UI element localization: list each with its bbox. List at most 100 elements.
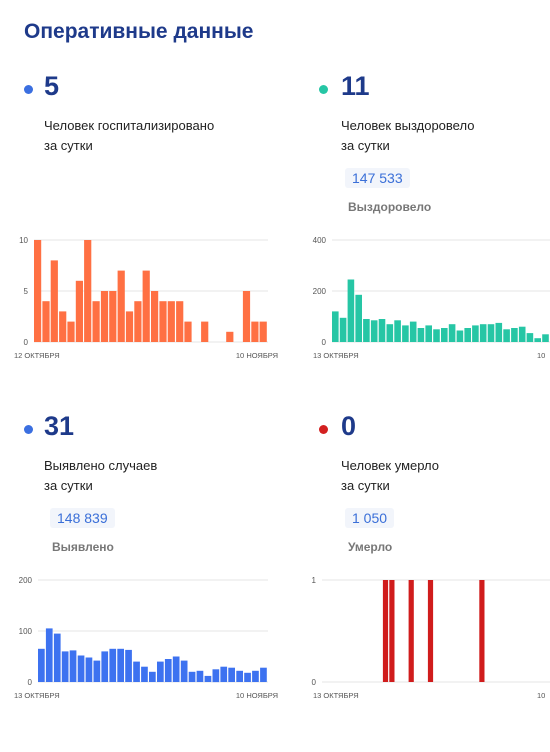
bar — [84, 240, 92, 342]
bar — [425, 325, 432, 342]
bar — [188, 671, 196, 682]
bar — [142, 270, 150, 342]
bar — [180, 660, 188, 682]
x-end-label: 10 — [537, 351, 545, 360]
bar — [259, 321, 267, 342]
hospitalized-dot-icon — [24, 85, 33, 94]
bar — [339, 317, 347, 342]
bar — [332, 311, 339, 342]
hospitalized-chart: 0 5 10 12 ОКТЯБРЯ 10 НОЯБРЯ — [14, 236, 278, 360]
recovered-caption: Человек выздоровело за сутки — [341, 116, 474, 156]
bar — [61, 651, 69, 682]
bar — [542, 334, 549, 342]
deaths-count: 0 — [341, 411, 357, 441]
bar — [134, 301, 142, 342]
bar — [125, 649, 132, 682]
bar — [59, 311, 67, 342]
bar — [226, 331, 234, 342]
caption-line-2: за сутки — [341, 138, 390, 153]
x-start-label: 13 ОКТЯБРЯ — [313, 691, 359, 700]
y-tick-label: 0 — [312, 678, 317, 687]
cases-total-label: Выявлено — [52, 540, 114, 554]
bar — [479, 324, 487, 342]
bar — [394, 320, 401, 342]
x-end-label: 10 — [537, 691, 545, 700]
y-tick-label: 0 — [322, 338, 327, 347]
y-tick-label: 0 — [24, 338, 29, 347]
bar — [201, 321, 209, 342]
bar — [67, 321, 75, 342]
x-end-label: 10 НОЯБРЯ — [236, 351, 278, 360]
bar — [176, 301, 184, 342]
bar — [526, 333, 534, 342]
bar — [159, 301, 167, 342]
bar — [212, 669, 220, 683]
y-tick-label: 100 — [19, 627, 33, 636]
caption-line-2: за сутки — [44, 138, 93, 153]
bar — [244, 672, 251, 682]
caption-line-2: за сутки — [44, 478, 93, 493]
bar — [220, 666, 228, 682]
recovered-chart: 0 200 400 13 ОКТЯБРЯ 10 — [313, 236, 550, 360]
bar — [347, 279, 355, 342]
cases-dot-icon — [24, 425, 33, 434]
bar — [427, 580, 434, 682]
caption-line-1: Человек госпитализировано — [44, 118, 215, 133]
bar — [167, 301, 175, 342]
bar — [34, 240, 42, 342]
bar — [495, 322, 503, 342]
bar — [42, 301, 50, 342]
bar — [378, 319, 386, 342]
bar — [45, 628, 53, 682]
bar — [157, 661, 164, 682]
bar — [503, 329, 510, 343]
bar — [100, 291, 109, 342]
bar — [109, 291, 117, 342]
bar — [77, 655, 85, 682]
bar — [386, 324, 394, 342]
bar — [196, 670, 204, 682]
cases-panel: 31 Выявлено случаев за сутки 148 839 Выя… — [0, 402, 278, 752]
bar — [382, 580, 389, 682]
bar — [409, 321, 417, 342]
deaths-total: 1 050 — [345, 508, 395, 528]
y-tick-label: 200 — [313, 287, 327, 296]
bar — [464, 328, 471, 342]
bar — [236, 670, 243, 682]
bar — [242, 291, 251, 342]
recovered-count: 11 — [341, 71, 370, 101]
y-tick-label: 400 — [313, 236, 327, 245]
bar — [479, 580, 485, 682]
bar — [251, 321, 259, 342]
y-tick-label: 5 — [24, 287, 29, 296]
bar — [85, 657, 93, 682]
hospitalized-panel: 5 Человек госпитализировано за сутки 0 5 1… — [0, 62, 278, 412]
hospitalized-count: 5 — [44, 71, 60, 101]
bar — [534, 338, 541, 342]
bar — [355, 294, 362, 342]
y-tick-label: 10 — [19, 236, 28, 245]
bar — [204, 675, 212, 682]
caption-line-1: Человек выздоровело — [341, 118, 475, 133]
deaths-total-label: Умерло — [348, 540, 393, 554]
recovered-panel: 11 Человек выздоровело за сутки 147 533 … — [275, 62, 550, 412]
bar — [518, 326, 526, 342]
bar — [441, 328, 448, 342]
recovered-total: 147 533 — [345, 168, 410, 188]
deaths-dot-icon — [319, 425, 328, 434]
bar — [172, 656, 180, 682]
bar — [417, 328, 425, 342]
y-tick-label: 200 — [19, 576, 33, 585]
bar — [433, 329, 440, 343]
cases-total: 148 839 — [50, 508, 115, 528]
recovered-dot-icon — [319, 85, 328, 94]
bar — [228, 667, 235, 682]
bar — [53, 633, 61, 682]
page-title: Оперативные данные — [24, 20, 254, 43]
bar — [472, 325, 479, 342]
bar — [141, 666, 148, 682]
bar — [50, 260, 58, 342]
bar — [511, 328, 518, 342]
cases-caption: Выявлено случаев за сутки — [44, 456, 157, 496]
bar — [456, 330, 464, 342]
